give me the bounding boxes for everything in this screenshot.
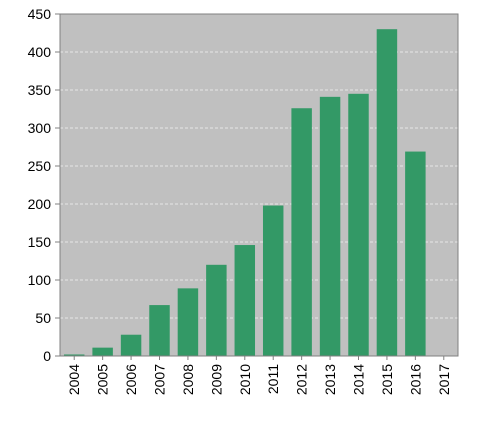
x-tick-label: 2004 <box>66 364 82 395</box>
bar-2006 <box>120 334 142 356</box>
y-tick-label: 300 <box>28 120 52 136</box>
bar-2011 <box>262 205 284 356</box>
bar-2010 <box>234 245 256 356</box>
bar-2007 <box>149 305 170 356</box>
x-tick-label: 2007 <box>152 364 168 395</box>
x-tick-labels: 2004 2005 2006 2007 2008 2009 2010 2011 2012 2013… <box>66 356 452 395</box>
y-tick-label: 350 <box>28 82 52 98</box>
y-tick-label: 450 <box>28 6 52 22</box>
x-tick-label: 2011 <box>265 364 281 394</box>
x-tick-label: 2015 <box>379 364 395 395</box>
bar-2014 <box>348 93 369 357</box>
x-tick-label: 2013 <box>322 364 338 395</box>
y-tick-label: 200 <box>28 196 52 212</box>
x-tick-label: 2012 <box>294 364 310 395</box>
bar-2005 <box>92 347 113 356</box>
x-tick-label: 2006 <box>123 364 139 395</box>
x-tick-label: 2017 <box>436 364 452 395</box>
bar-2015 <box>376 29 398 356</box>
bar-2004 <box>63 354 85 356</box>
y-tick-label: 50 <box>35 310 51 326</box>
bar-2016 <box>405 151 426 356</box>
y-tick-label: 400 <box>28 44 52 60</box>
bar-2012 <box>291 108 312 357</box>
x-tick-label: 2014 <box>351 364 367 395</box>
y-tick-label: 250 <box>28 158 52 174</box>
bar-2009 <box>206 264 227 356</box>
x-tick-label: 2016 <box>407 364 423 395</box>
y-tick-label: 150 <box>28 234 52 250</box>
bar-2008 <box>177 288 199 356</box>
x-tick-label: 2010 <box>237 364 253 395</box>
y-tick-label: 100 <box>28 272 52 288</box>
bars <box>63 29 426 357</box>
axes <box>59 13 459 357</box>
y-tick-labels: 0 50 100 150 200 250 300 350 400 450 <box>28 6 60 364</box>
x-tick-label: 2008 <box>180 364 196 395</box>
x-tick-label: 2009 <box>208 364 224 395</box>
plot-border <box>59 13 459 357</box>
x-tick-label: 2005 <box>95 364 111 395</box>
bar-2013 <box>319 96 341 356</box>
plot-area <box>60 14 458 356</box>
y-tick-label: 0 <box>43 348 51 364</box>
